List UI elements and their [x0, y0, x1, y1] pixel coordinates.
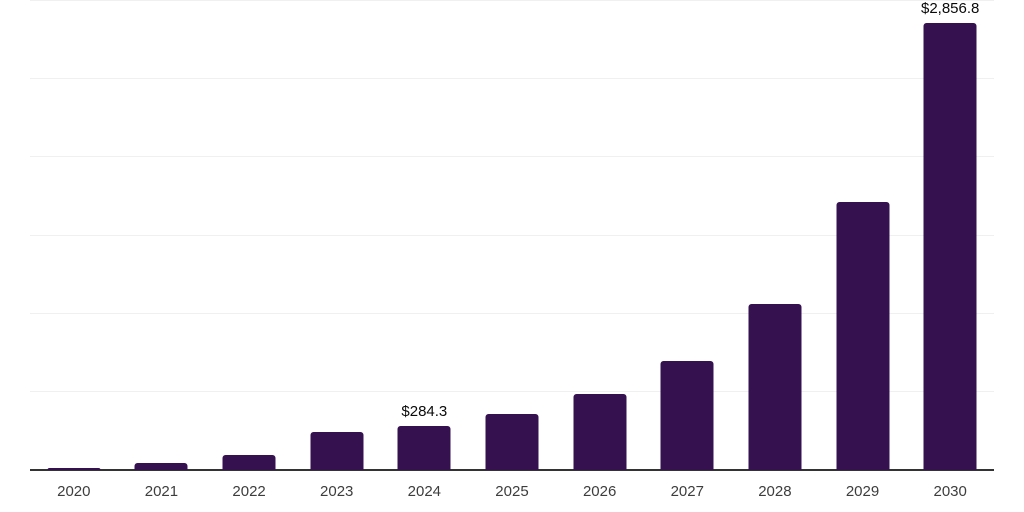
x-tick-label-2028: 2028 [758, 483, 792, 500]
x-axis-line [30, 469, 994, 471]
x-tick-label-2024: 2024 [407, 483, 442, 500]
x-tick-label-2029: 2029 [845, 483, 880, 500]
x-tick-label-2027: 2027 [670, 483, 704, 500]
bar-2021 [134, 462, 188, 470]
gridline [30, 78, 994, 80]
gridline [30, 234, 994, 236]
bar-2024 [397, 425, 451, 470]
bar-2029 [836, 201, 890, 470]
x-tick-label-2025: 2025 [495, 483, 529, 500]
bar-slot: $2,856.8 [906, 0, 994, 470]
bar-2026 [573, 393, 627, 470]
x-tick-label-2026: 2026 [582, 483, 617, 500]
bar-slot [468, 0, 556, 470]
bar-slot [556, 0, 644, 470]
plot-area: $284.3 $2,856.8 [30, 0, 994, 471]
x-tick-label-2022: 2022 [232, 483, 266, 500]
value-label-2024: $284.3 [401, 402, 448, 420]
bar-2020 [47, 467, 101, 470]
x-tick-label-2030: 2030 [933, 483, 967, 500]
value-label-2030: $2,856.8 [920, 0, 980, 18]
gridline [30, 156, 994, 158]
bar-2030 [923, 23, 977, 470]
x-tick-label-2023: 2023 [320, 483, 354, 500]
bar-slot [643, 0, 731, 470]
bar-slot [205, 0, 293, 470]
gridline [30, 390, 994, 392]
bar-2027 [660, 361, 714, 470]
bar-2025 [485, 413, 539, 470]
bar-slot [819, 0, 907, 470]
gridline [30, 0, 994, 1]
bar-slot [731, 0, 819, 470]
x-axis: 2020 2021 2022 2023 2024 2025 2026 2027 2028 2029… [30, 471, 994, 512]
bar-slot [118, 0, 206, 470]
bar-2028 [748, 304, 802, 470]
bar-slot [293, 0, 381, 470]
gridline [30, 312, 994, 314]
bar-slot: $284.3 [381, 0, 469, 470]
bar-2023 [310, 432, 364, 470]
x-tick-label-2020: 2020 [57, 483, 91, 500]
bar-slot [30, 0, 118, 470]
x-tick-label-2021: 2021 [144, 483, 179, 500]
bar-2022 [222, 455, 276, 470]
